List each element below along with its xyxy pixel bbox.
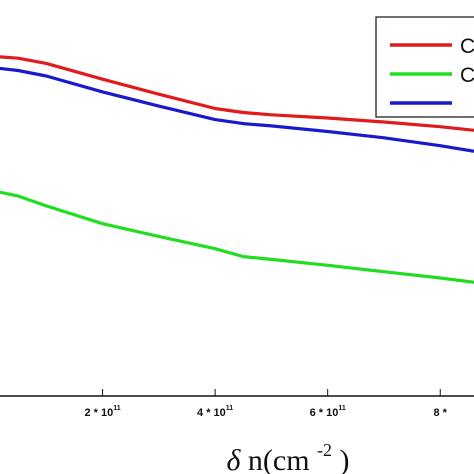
x-tick-multiplier: * [440,407,448,419]
x-ticks: 2 * 1011 4 * 1011 6 * 1011 8 * [84,389,448,419]
x-tick-exponent: 11 [226,405,234,412]
series-layer [0,55,474,284]
x-tick-mantissa: 2 [84,407,90,419]
x-tick-label: 8 * [433,407,447,419]
x-axis-label-close: ) [340,444,350,474]
series-line-3 [0,66,474,153]
legend-box [375,16,474,118]
x-tick-exponent: 11 [338,405,346,412]
x-tick-label: 4 * 1011 [197,405,233,419]
x-tick-mantissa: 8 [433,407,439,419]
x-axis-label: δ n(cm -2 ) [226,430,349,474]
series-line-2 [0,190,474,284]
legend-label-1: C [460,35,474,58]
x-axis-label-exponent: -2 [317,440,332,460]
x-axis-label-text: n(cm [248,444,310,474]
x-tick-base: 10 [326,407,338,419]
legend: CC [375,16,474,118]
series-line-1 [0,55,474,132]
x-tick-exponent: 11 [113,405,121,412]
legend-label-2: C [460,64,474,87]
x-tick-base: 10 [214,407,226,419]
x-tick-mantissa: 4 [197,407,204,419]
x-tick-multiplier: * [91,407,101,419]
x-tick-multiplier: * [203,407,213,419]
x-tick-label: 6 * 1011 [310,405,346,419]
x-tick-base: 10 [101,407,113,419]
x-tick-label: 2 * 1011 [84,405,120,419]
x-axis-label-symbol: δ [226,444,241,474]
x-tick-mantissa: 6 [310,407,316,419]
x-tick-multiplier: * [316,407,326,419]
